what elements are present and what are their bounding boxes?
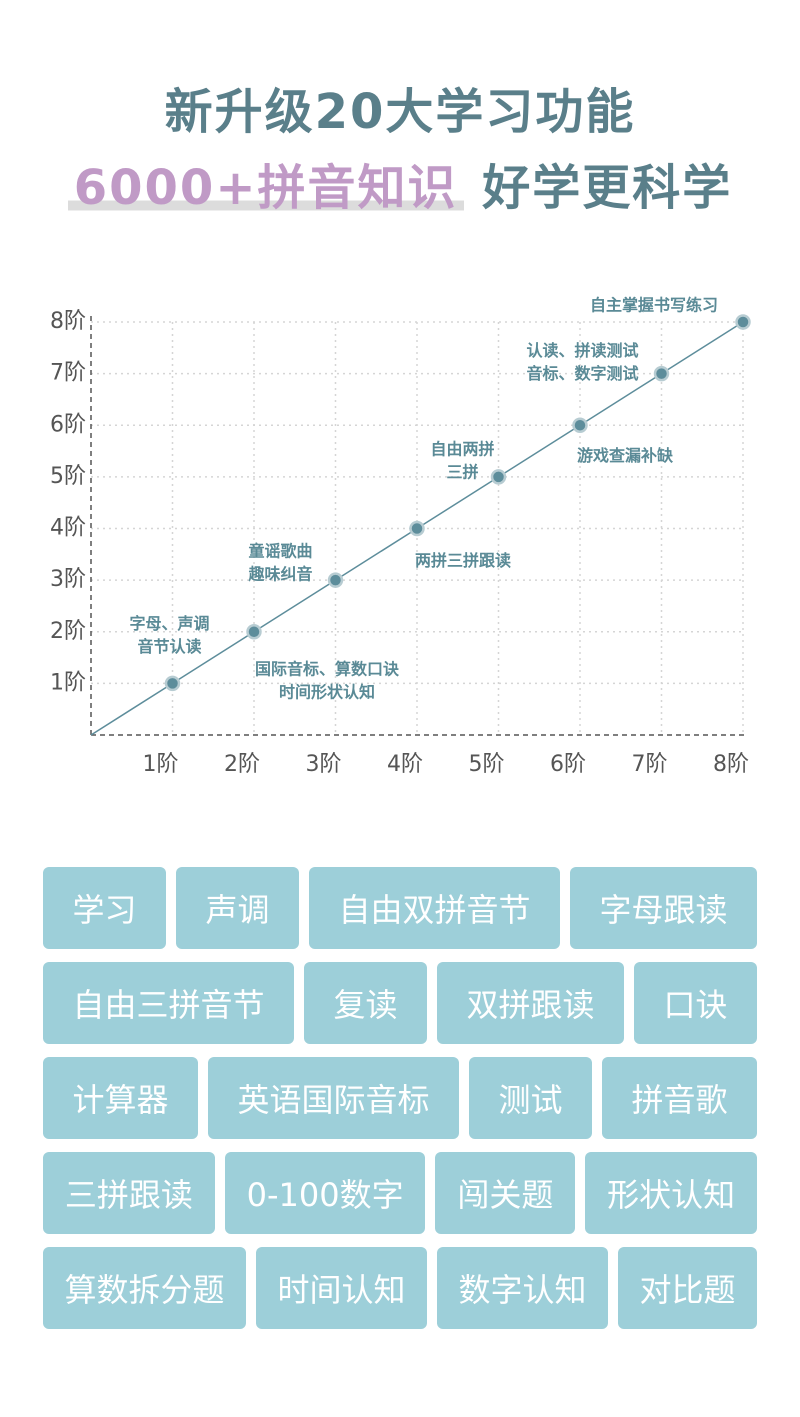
x-tick-label: 2阶 bbox=[224, 752, 260, 777]
annotation: 音标、数字测试 bbox=[526, 364, 638, 383]
tag: 算数拆分题 bbox=[43, 1247, 246, 1329]
tag-row: 算数拆分题 时间认知 数字认知 对比题 bbox=[43, 1247, 757, 1329]
tag-grid: 学习 声调 自由双拼音节 字母跟读 自由三拼音节 复读 双拼跟读 口诀 计算器 英语国际音标 测试拼… bbox=[43, 867, 757, 1342]
y-tick-label: 7阶 bbox=[50, 361, 86, 386]
y-tick-label: 4阶 bbox=[50, 516, 86, 541]
annotation: 趣味纠音 bbox=[247, 565, 312, 584]
tag-row: 三拼跟读 0-100数字 闯关题 形状认知 bbox=[43, 1152, 757, 1234]
y-tick-label: 2阶 bbox=[50, 619, 86, 644]
annotation: 国际音标、算数口诀 bbox=[255, 659, 400, 678]
tag-row: 学习 声调 自由双拼音节 字母跟读 bbox=[43, 867, 757, 949]
point bbox=[409, 520, 425, 537]
point bbox=[735, 314, 751, 330]
point bbox=[164, 675, 181, 692]
tag: 自由双拼音节 bbox=[309, 867, 560, 949]
annotation: 两拼三拼跟读 bbox=[415, 551, 511, 570]
x-tick-label: 7阶 bbox=[632, 752, 668, 777]
highlight: 6000+拼音知识 bbox=[67, 160, 464, 216]
annotation: 游戏查漏补缺 bbox=[577, 446, 674, 465]
tag: 时间认知 bbox=[256, 1247, 427, 1329]
tag: 口诀 bbox=[634, 962, 757, 1044]
x-tick-label: 4阶 bbox=[387, 752, 423, 777]
tag: 测试 bbox=[469, 1057, 592, 1139]
tag: 学习 bbox=[43, 867, 166, 949]
point bbox=[572, 417, 588, 433]
tag: 英语国际音标 bbox=[208, 1057, 459, 1139]
x-tick-label: 8阶 bbox=[713, 752, 749, 777]
annotation: 童谣歌曲 bbox=[248, 542, 312, 561]
tag: 对比题 bbox=[618, 1247, 757, 1329]
tag-row: 计算器 英语国际音标 测试 拼音歌 bbox=[43, 1057, 757, 1139]
x-tick-label: 3阶 bbox=[306, 752, 342, 777]
tag: 自由三拼音节 bbox=[43, 962, 294, 1044]
tag: 声调 bbox=[176, 867, 299, 949]
tag: 0-100数字 bbox=[224, 1152, 426, 1234]
tag: 字母跟读 bbox=[570, 867, 757, 949]
y-tick-label: 5阶 bbox=[50, 464, 86, 489]
tag: 三拼跟读 bbox=[43, 1152, 215, 1234]
y-tick-label: 3阶 bbox=[50, 567, 86, 592]
tag: 复读 bbox=[304, 962, 427, 1044]
x-tick-label: 6阶 bbox=[550, 752, 586, 777]
tag: 计算器 bbox=[43, 1057, 198, 1139]
y-tick-label: 6阶 bbox=[50, 412, 86, 437]
subtitle: 6000+拼音知识 好学更科学 bbox=[0, 148, 800, 218]
annotation: 三拼 bbox=[446, 462, 478, 481]
point bbox=[246, 624, 262, 640]
annotation: 时间形状认知 bbox=[279, 682, 375, 701]
tag: 拼音歌 bbox=[602, 1057, 757, 1139]
x-tick-label: 1阶 bbox=[143, 752, 179, 777]
point bbox=[490, 469, 507, 485]
tag: 闯关题 bbox=[435, 1152, 576, 1234]
annotation: 字母、声调 bbox=[129, 614, 209, 633]
y-tick-label: 8阶 bbox=[50, 309, 86, 334]
annotation: 自由两拼 bbox=[430, 439, 494, 458]
annotation: 音节认读 bbox=[137, 637, 201, 656]
point bbox=[327, 572, 344, 588]
x-tick-label: 5阶 bbox=[469, 752, 505, 777]
point bbox=[653, 365, 670, 382]
annotation: 认读、拼读测试 bbox=[526, 341, 638, 360]
tag: 形状认知 bbox=[585, 1152, 757, 1234]
subtitle-rest: 好学更科学 bbox=[482, 160, 733, 216]
y-tick-label: 1阶 bbox=[50, 670, 86, 695]
tag-row: 自由三拼音节 复读 双拼跟读 口诀 bbox=[43, 962, 757, 1044]
annotation: 自主掌握书写练习 bbox=[590, 296, 718, 315]
tag: 数字认知 bbox=[437, 1247, 608, 1329]
title: 新升级20大学习功能 bbox=[164, 84, 636, 140]
tag: 双拼跟读 bbox=[437, 962, 624, 1044]
